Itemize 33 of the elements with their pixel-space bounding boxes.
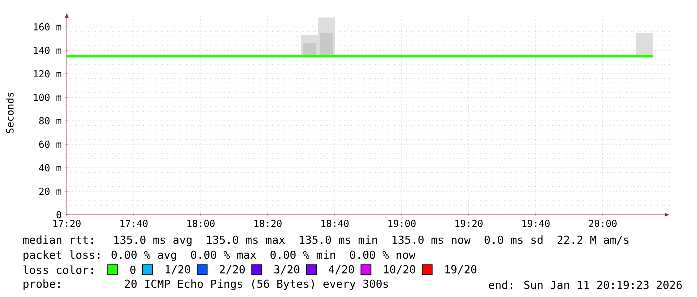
x-tick-label: 19:00 <box>388 220 416 228</box>
bar <box>320 32 334 56</box>
y-tick-label: 140 m <box>34 46 62 54</box>
legend-label: 0 <box>130 266 136 274</box>
bar <box>636 32 654 56</box>
legend-label: 4/20 <box>328 265 354 275</box>
x-tick-label: 17:40 <box>120 220 148 228</box>
y-tick-label: 40 m <box>39 164 62 172</box>
legend-label: 2/20 <box>220 265 245 275</box>
x-tick-label: 18:00 <box>188 220 215 228</box>
x-tick-label: 20:00 <box>589 220 617 228</box>
legend-label: 10/20 <box>384 265 416 275</box>
y-tick-label: 20 m <box>40 188 62 196</box>
legend-label: 19/20 <box>446 265 477 275</box>
y-tick-label: 100 m <box>34 94 62 102</box>
y-axis-title: Seconds <box>6 92 14 134</box>
legend-label: 3/20 <box>274 265 300 275</box>
legend-label: 1/20 <box>166 265 190 275</box>
x-tick-label: 19:20 <box>456 220 483 228</box>
legend-title: loss color: <box>24 266 94 274</box>
x-tick-label: 19:40 <box>522 220 550 228</box>
text: end: Sun Jan 11 20:19:23 2026 <box>489 280 682 290</box>
text: median rtt: 135.0 ms avg 135.0 ms max 135.0 ms min 135.0 ms now 0.0 ms sd 22.2 M am/s <box>23 236 629 246</box>
text: packet loss: 0.00 % avg 0.00 % max 0.00 % min 0.00 % now <box>24 250 416 262</box>
y-tick-label: 60 m <box>39 140 62 148</box>
x-tick-label: 17:20 <box>54 220 81 228</box>
y-tick-label: 160 m <box>34 23 62 31</box>
text: probe: 20 ICMP Echo Pings (56 Bytes) every 300s <box>24 280 388 290</box>
y-tick-label: 0 <box>56 211 62 219</box>
x-tick-label: 18:20 <box>254 220 282 228</box>
x-tick-label: 18:40 <box>322 220 349 228</box>
y-tick-label: 120 m <box>34 70 62 78</box>
y-tick-label: 80 m <box>39 117 62 125</box>
